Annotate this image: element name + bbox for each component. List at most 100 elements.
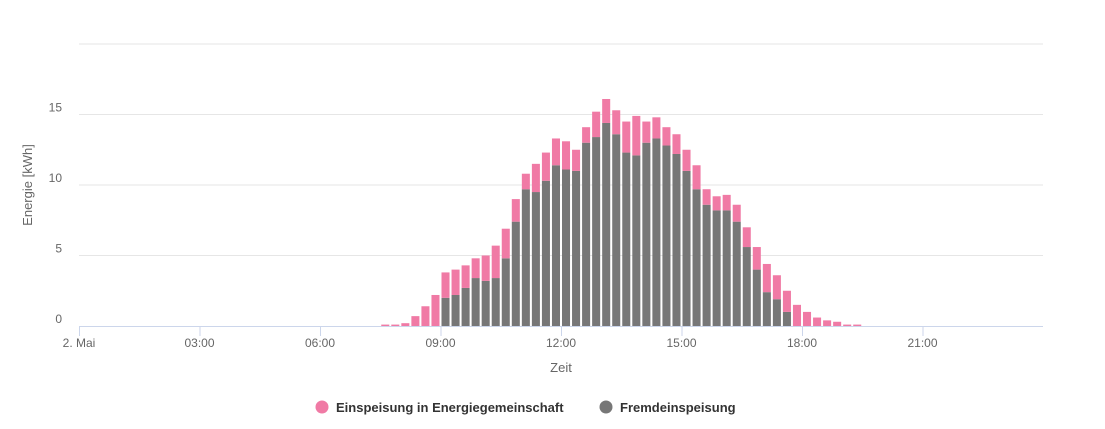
bar-einspeisung-energiegemeinschaft[interactable] bbox=[461, 265, 470, 288]
bar-einspeisung-energiegemeinschaft[interactable] bbox=[782, 290, 791, 312]
bar-einspeisung-energiegemeinschaft[interactable] bbox=[411, 316, 420, 326]
x-tick-label: 2. Mai bbox=[63, 336, 96, 350]
bar-fremdeinspeisung[interactable] bbox=[471, 278, 480, 326]
bar-einspeisung-energiegemeinschaft[interactable] bbox=[491, 245, 500, 279]
bar-einspeisung-energiegemeinschaft[interactable] bbox=[722, 194, 731, 211]
bar-einspeisung-energiegemeinschaft[interactable] bbox=[632, 115, 641, 156]
bar-einspeisung-energiegemeinschaft[interactable] bbox=[391, 324, 400, 326]
bar-fremdeinspeisung[interactable] bbox=[612, 134, 621, 326]
bar-fremdeinspeisung[interactable] bbox=[732, 221, 741, 326]
y-tick-labels: 0 5 10 15 bbox=[49, 101, 63, 327]
bar-einspeisung-energiegemeinschaft[interactable] bbox=[501, 228, 510, 259]
bar-einspeisung-energiegemeinschaft[interactable] bbox=[602, 98, 611, 123]
bar-fremdeinspeisung[interactable] bbox=[622, 152, 631, 326]
bar-fremdeinspeisung[interactable] bbox=[541, 180, 550, 326]
bar-einspeisung-energiegemeinschaft[interactable] bbox=[381, 324, 390, 326]
bar-einspeisung-energiegemeinschaft[interactable] bbox=[441, 272, 450, 298]
bar-einspeisung-energiegemeinschaft[interactable] bbox=[762, 263, 771, 293]
bar-einspeisung-energiegemeinschaft[interactable] bbox=[521, 173, 530, 190]
bar-einspeisung-energiegemeinschaft[interactable] bbox=[642, 121, 651, 143]
bar-fremdeinspeisung[interactable] bbox=[702, 204, 711, 326]
bar-einspeisung-energiegemeinschaft[interactable] bbox=[772, 275, 781, 300]
bar-einspeisung-energiegemeinschaft[interactable] bbox=[813, 317, 822, 326]
bar-einspeisung-energiegemeinschaft[interactable] bbox=[682, 149, 691, 171]
bar-einspeisung-energiegemeinschaft[interactable] bbox=[843, 324, 852, 326]
bar-einspeisung-energiegemeinschaft[interactable] bbox=[742, 227, 751, 248]
bar-fremdeinspeisung[interactable] bbox=[672, 153, 681, 326]
bar-fremdeinspeisung[interactable] bbox=[782, 311, 791, 326]
bar-fremdeinspeisung[interactable] bbox=[772, 299, 781, 326]
bar-fremdeinspeisung[interactable] bbox=[501, 258, 510, 326]
bar-einspeisung-energiegemeinschaft[interactable] bbox=[712, 196, 721, 211]
bar-einspeisung-energiegemeinschaft[interactable] bbox=[401, 323, 410, 326]
bar-fremdeinspeisung[interactable] bbox=[662, 145, 671, 326]
bar-einspeisung-energiegemeinschaft[interactable] bbox=[531, 163, 540, 193]
bar-fremdeinspeisung[interactable] bbox=[481, 280, 490, 326]
bar-fremdeinspeisung[interactable] bbox=[461, 287, 470, 326]
bar-fremdeinspeisung[interactable] bbox=[441, 297, 450, 326]
legend-label: Fremdeinspeisung bbox=[620, 400, 736, 415]
bar-einspeisung-energiegemeinschaft[interactable] bbox=[582, 127, 591, 143]
bar-fremdeinspeisung[interactable] bbox=[582, 142, 591, 326]
bar-einspeisung-energiegemeinschaft[interactable] bbox=[481, 255, 490, 281]
bar-fremdeinspeisung[interactable] bbox=[531, 192, 540, 326]
bar-fremdeinspeisung[interactable] bbox=[692, 189, 701, 326]
bar-einspeisung-energiegemeinschaft[interactable] bbox=[672, 134, 681, 154]
x-tick-label: 21:00 bbox=[907, 336, 937, 350]
bar-fremdeinspeisung[interactable] bbox=[592, 137, 601, 326]
legend[interactable]: Einspeisung in Energiegemeinschaft Fremde… bbox=[315, 400, 736, 415]
bar-fremdeinspeisung[interactable] bbox=[451, 294, 460, 326]
bar-einspeisung-energiegemeinschaft[interactable] bbox=[833, 321, 842, 326]
bar-einspeisung-energiegemeinschaft[interactable] bbox=[612, 110, 621, 135]
bar-fremdeinspeisung[interactable] bbox=[551, 165, 560, 326]
bar-einspeisung-energiegemeinschaft[interactable] bbox=[853, 324, 862, 326]
bar-series bbox=[381, 98, 862, 327]
bar-fremdeinspeisung[interactable] bbox=[682, 170, 691, 326]
bar-fremdeinspeisung[interactable] bbox=[752, 269, 761, 326]
bar-fremdeinspeisung[interactable] bbox=[742, 247, 751, 326]
bar-fremdeinspeisung[interactable] bbox=[632, 155, 641, 326]
x-tick-label: 03:00 bbox=[184, 336, 214, 350]
bar-einspeisung-energiegemeinschaft[interactable] bbox=[732, 204, 741, 222]
bar-einspeisung-energiegemeinschaft[interactable] bbox=[541, 152, 550, 181]
bar-einspeisung-energiegemeinschaft[interactable] bbox=[662, 127, 671, 146]
bar-einspeisung-energiegemeinschaft[interactable] bbox=[562, 141, 571, 170]
bar-fremdeinspeisung[interactable] bbox=[491, 278, 500, 326]
bar-einspeisung-energiegemeinschaft[interactable] bbox=[572, 149, 581, 171]
bar-einspeisung-energiegemeinschaft[interactable] bbox=[692, 165, 701, 190]
legend-item[interactable]: Einspeisung in Energiegemeinschaft bbox=[315, 400, 565, 415]
bar-einspeisung-energiegemeinschaft[interactable] bbox=[792, 304, 801, 326]
bar-fremdeinspeisung[interactable] bbox=[562, 169, 571, 326]
bar-einspeisung-energiegemeinschaft[interactable] bbox=[592, 111, 601, 138]
y-tick-label: 0 bbox=[55, 312, 62, 326]
bar-fremdeinspeisung[interactable] bbox=[511, 221, 520, 326]
legend-item[interactable]: Fremdeinspeisung bbox=[599, 400, 736, 415]
x-tick-label: 18:00 bbox=[787, 336, 817, 350]
bar-einspeisung-energiegemeinschaft[interactable] bbox=[823, 320, 832, 326]
axes bbox=[79, 326, 1043, 336]
bar-fremdeinspeisung[interactable] bbox=[642, 142, 651, 326]
bar-einspeisung-energiegemeinschaft[interactable] bbox=[652, 117, 661, 139]
bar-einspeisung-energiegemeinschaft[interactable] bbox=[421, 306, 430, 326]
bar-fremdeinspeisung[interactable] bbox=[722, 210, 731, 326]
bar-einspeisung-energiegemeinschaft[interactable] bbox=[622, 121, 631, 153]
bar-einspeisung-energiegemeinschaft[interactable] bbox=[803, 311, 812, 326]
bar-einspeisung-energiegemeinschaft[interactable] bbox=[702, 189, 711, 205]
bar-einspeisung-energiegemeinschaft[interactable] bbox=[752, 247, 761, 270]
bar-einspeisung-energiegemeinschaft[interactable] bbox=[511, 199, 520, 222]
bar-fremdeinspeisung[interactable] bbox=[602, 122, 611, 327]
bar-fremdeinspeisung[interactable] bbox=[712, 210, 721, 326]
legend-symbol bbox=[315, 400, 329, 414]
bar-fremdeinspeisung[interactable] bbox=[572, 170, 581, 326]
bar-einspeisung-energiegemeinschaft[interactable] bbox=[431, 294, 440, 326]
bar-fremdeinspeisung[interactable] bbox=[762, 292, 771, 326]
legend-symbol bbox=[599, 400, 613, 414]
bar-einspeisung-energiegemeinschaft[interactable] bbox=[451, 269, 460, 295]
x-axis-title: Zeit bbox=[550, 360, 572, 375]
bar-einspeisung-energiegemeinschaft[interactable] bbox=[551, 138, 560, 166]
bar-fremdeinspeisung[interactable] bbox=[652, 138, 661, 326]
x-tick-label: 09:00 bbox=[425, 336, 455, 350]
bar-fremdeinspeisung[interactable] bbox=[521, 189, 530, 326]
bar-einspeisung-energiegemeinschaft[interactable] bbox=[471, 258, 480, 279]
